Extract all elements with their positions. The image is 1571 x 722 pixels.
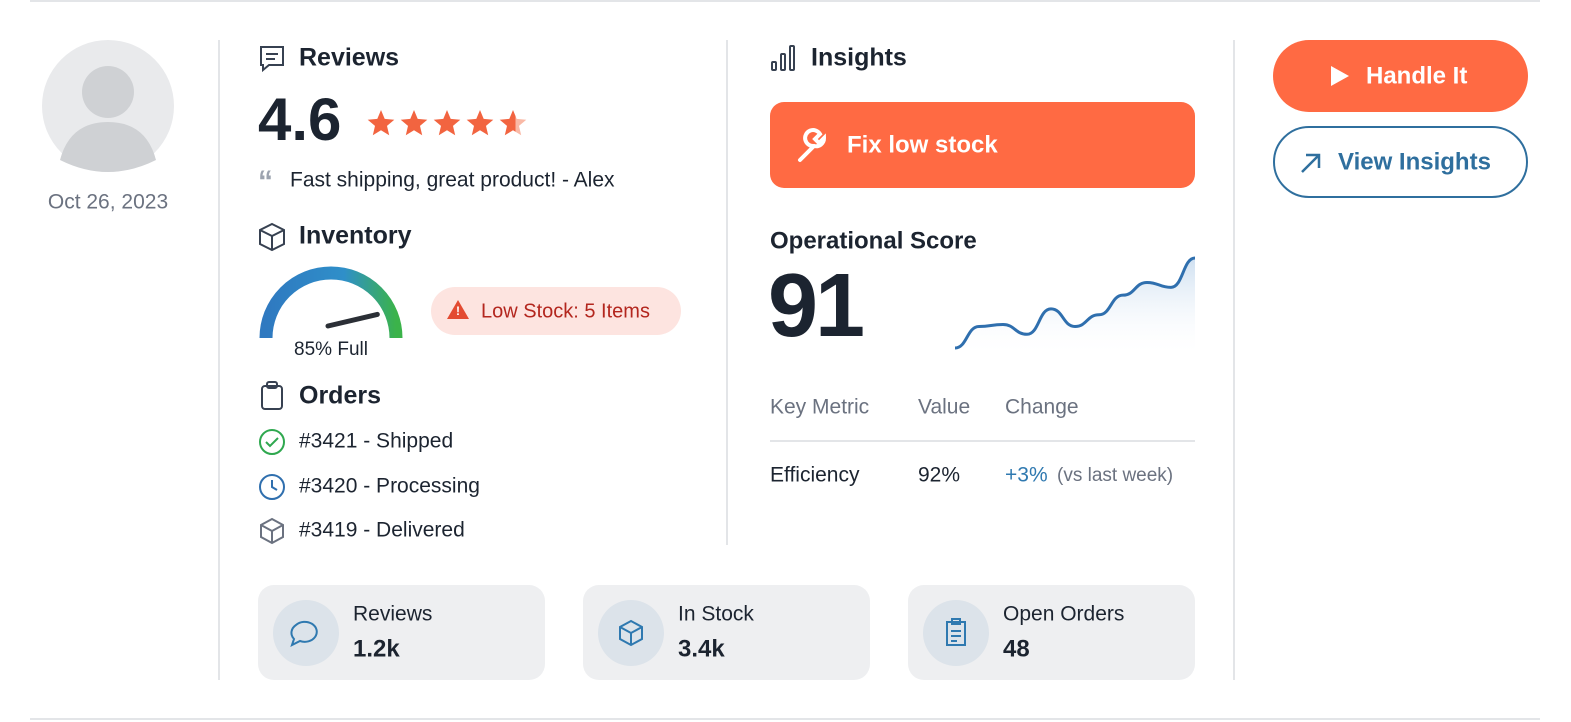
- inventory-icon: [259, 222, 285, 252]
- gauge-track: [259, 266, 403, 339]
- status-icon: [259, 429, 285, 545]
- stat-value: 1.2k: [353, 635, 400, 662]
- table-header: Value: [918, 396, 970, 419]
- star: [367, 110, 395, 136]
- score: 91: [768, 256, 863, 356]
- table-header: Key Metric: [770, 396, 869, 419]
- review-quote: Fast shipping, great product! - Alex: [290, 169, 615, 192]
- stat-icon-bg: [923, 600, 989, 666]
- alert-icon: !: [456, 304, 460, 318]
- stat-icon: [619, 619, 643, 647]
- star: [499, 110, 527, 136]
- stat-icon: [290, 620, 318, 647]
- button-label[interactable]: Fix low stock: [847, 131, 998, 158]
- alert-pill: [431, 287, 681, 335]
- alert-icon: [447, 300, 469, 319]
- section-title: Insights: [811, 44, 907, 72]
- rating-stars: [367, 110, 527, 136]
- section-title: Reviews: [299, 44, 399, 72]
- table-cell: 92%: [918, 464, 960, 487]
- stat-card: Open Orders 48: [908, 585, 1195, 680]
- alert-text: Low Stock: 5 Items: [481, 300, 650, 322]
- gauge: [325, 311, 380, 329]
- table-note: (vs last week): [1057, 465, 1173, 486]
- table-change: +3%: [1005, 464, 1048, 487]
- gauge-label: 85% Full: [294, 339, 368, 360]
- stat-icon: [946, 618, 966, 646]
- stat-label: Open Orders: [1003, 603, 1124, 626]
- stat-label: Reviews: [353, 603, 432, 626]
- order-item: #3419 - Delivered: [299, 519, 465, 542]
- order-item: #3420 - Processing: [299, 475, 480, 498]
- stat-card-bg: [258, 585, 545, 680]
- score-label: Operational Score: [770, 227, 977, 254]
- stat-icon-bg: [273, 600, 339, 666]
- date: Oct 26, 2023: [48, 191, 168, 214]
- star: [400, 110, 428, 136]
- sparkline: [954, 256, 1196, 358]
- quote-icon: “: [258, 165, 273, 198]
- table-cell: Efficiency: [770, 464, 860, 487]
- handle-button[interactable]: Handle It: [1273, 40, 1528, 112]
- stat-label: In Stock: [678, 603, 754, 626]
- stat-card: In Stock 3.4k: [583, 585, 870, 680]
- insights-icon: [771, 45, 795, 71]
- star: [466, 110, 494, 136]
- stat-card-bg: [908, 585, 1195, 680]
- section-title: Inventory: [299, 222, 412, 250]
- gauge-needle: [325, 311, 380, 329]
- fix-button[interactable]: Fix low stock: [770, 102, 1195, 188]
- order-item: #3421 - Shipped: [299, 430, 453, 453]
- avatar: [42, 40, 174, 172]
- table-header: Change: [1005, 396, 1079, 419]
- stat-cards: Reviews 1.2k In Stock 3.4k Open Orders 48: [258, 585, 1195, 680]
- view-insights-button[interactable]: View Insights: [1273, 126, 1528, 198]
- star: [433, 110, 461, 136]
- orders-icon: [261, 381, 283, 410]
- stat-card: Reviews 1.2k: [258, 585, 545, 680]
- stat-value: 3.4k: [678, 635, 725, 662]
- stat-card-bg: [583, 585, 870, 680]
- rating: 4.6: [258, 86, 341, 153]
- sparkline-line: [954, 256, 1196, 350]
- button-label[interactable]: View Insights: [1338, 148, 1491, 175]
- section-title: Orders: [299, 382, 381, 410]
- button-label[interactable]: Handle It: [1366, 62, 1467, 89]
- sparkline-area: [955, 258, 1195, 358]
- reviews-icon: [260, 46, 284, 73]
- stat-value: 48: [1003, 635, 1030, 662]
